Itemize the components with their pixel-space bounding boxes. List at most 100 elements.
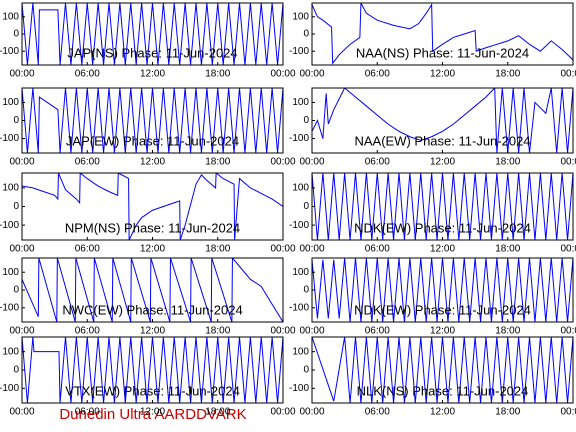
plot-area	[22, 173, 283, 240]
plot-area	[312, 3, 573, 65]
x-tick-label: 06:00	[365, 407, 390, 418]
x-tick-label: 18:00	[205, 244, 230, 255]
panel: -100 0 100 00:00 06:00 12:00 18:00 00:00 NAA(EW)…	[289, 87, 576, 168]
panel-title: NDK(EW) Phase: 11-Jun-2024	[354, 302, 531, 317]
x-tick-label: 00:00	[299, 244, 324, 255]
panel: -100 0 100 00:00 06:00 12:00 18:00 00:00 JAP(EW)…	[0, 87, 296, 168]
x-tick-label: 18:00	[205, 157, 230, 168]
x-tick-label: 00:00	[299, 326, 324, 337]
panel: -100 0 100 00:00 06:00 12:00 18:00 00:00 VTX(EW)…	[0, 336, 296, 418]
x-tick-label: 18:00	[495, 244, 520, 255]
panel-title: NPM(NS) Phase: 11-Jun-2024	[65, 220, 240, 235]
x-tick-label: 18:00	[495, 326, 520, 337]
plot-area	[22, 3, 283, 65]
phase-line	[22, 258, 283, 322]
panel-title: NAA(EW) Phase: 11-Jun-2024	[354, 133, 530, 148]
phase-line	[22, 3, 283, 65]
x-tick-label: 18:00	[495, 69, 520, 80]
panel-title: NDK(EW) Phase: 11-Jun-2024	[354, 220, 531, 235]
footer: Dunedin Ultra AARDDVARK	[59, 406, 246, 423]
x-tick-label: 18:00	[205, 407, 230, 418]
panel: -100 0 100 00:00 06:00 12:00 18:00 00:00 JAP(NS)…	[0, 2, 296, 80]
panel-title: VTX(EW) Phase: 11-Jun-2024	[65, 383, 240, 398]
panel: -100 0 100 00:00 06:00 12:00 18:00 00:00 NPM(NS)…	[0, 172, 296, 255]
x-tick-label: 00:00	[9, 326, 34, 337]
y-tick-label: 100	[292, 267, 309, 278]
y-tick-label: -100	[0, 302, 19, 313]
plot-area	[312, 88, 573, 153]
y-tick-label: 0	[303, 285, 309, 296]
plot-area	[312, 337, 573, 403]
panel-title: NWC(EW) Phase: 11-Jun-2024	[62, 302, 242, 317]
x-tick-label: 00:00	[299, 157, 324, 168]
x-tick-label: 00:00	[299, 407, 324, 418]
phase-line	[22, 173, 283, 240]
x-tick-label: 00:00	[270, 157, 295, 168]
phase-line	[22, 337, 283, 403]
panel-title: JAP(NS) Phase: 11-Jun-2024	[67, 45, 237, 60]
plot-area	[22, 258, 283, 322]
y-tick-label: 100	[2, 346, 19, 357]
panel: -100 0 100 00:00 06:00 12:00 18:00 00:00 NDK(EW)…	[289, 257, 576, 337]
panel-title: JAP(EW) Phase: 11-Jun-2024	[66, 133, 239, 148]
x-tick-label: 00:00	[9, 157, 34, 168]
y-tick-label: -100	[289, 133, 309, 144]
phase-line	[312, 337, 573, 403]
x-tick-label: 06:00	[365, 157, 390, 168]
y-tick-label: 100	[2, 97, 19, 108]
x-tick-label: 12:00	[430, 69, 455, 80]
y-tick-label: 0	[303, 29, 309, 40]
panel: -100 0 100 00:00 06:00 12:00 18:00 00:00 NLK(NS)…	[289, 336, 576, 418]
x-tick-label: 00:00	[9, 69, 34, 80]
y-tick-label: 0	[13, 115, 19, 126]
x-tick-label: 12:00	[430, 157, 455, 168]
y-tick-label: -100	[289, 46, 309, 57]
y-tick-label: 100	[2, 183, 19, 194]
x-tick-label: 18:00	[495, 157, 520, 168]
y-tick-label: -100	[289, 220, 309, 231]
y-tick-label: 0	[303, 201, 309, 212]
y-tick-label: 0	[13, 29, 19, 40]
y-tick-label: -100	[289, 302, 309, 313]
x-tick-label: 00:00	[9, 244, 34, 255]
y-tick-label: 0	[303, 365, 309, 376]
y-tick-label: 100	[292, 183, 309, 194]
y-tick-label: -100	[0, 383, 19, 394]
x-tick-label: 06:00	[365, 69, 390, 80]
y-tick-label: 0	[13, 365, 19, 376]
panel-title: NAA(NS) Phase: 11-Jun-2024	[356, 45, 529, 60]
y-tick-label: 100	[2, 11, 19, 22]
x-tick-label: 06:00	[75, 157, 100, 168]
y-tick-label: 100	[292, 11, 309, 22]
x-tick-label: 00:00	[560, 407, 576, 418]
x-tick-label: 00:00	[560, 69, 576, 80]
x-tick-label: 18:00	[205, 326, 230, 337]
x-tick-label: 12:00	[140, 407, 165, 418]
plot-area	[22, 337, 283, 403]
x-tick-label: 12:00	[140, 326, 165, 337]
y-tick-label: 0	[303, 115, 309, 126]
x-tick-label: 12:00	[140, 69, 165, 80]
x-tick-label: 06:00	[365, 326, 390, 337]
x-tick-label: 00:00	[270, 69, 295, 80]
x-tick-label: 00:00	[270, 407, 295, 418]
phase-line	[22, 88, 283, 153]
y-tick-label: -100	[0, 220, 19, 231]
x-tick-label: 06:00	[365, 244, 390, 255]
x-tick-label: 00:00	[560, 157, 576, 168]
x-tick-label: 12:00	[140, 244, 165, 255]
x-tick-label: 06:00	[75, 407, 100, 418]
x-tick-label: 06:00	[75, 326, 100, 337]
x-tick-label: 00:00	[299, 69, 324, 80]
panel: -100 0 100 00:00 06:00 12:00 18:00 00:00 NDK(EW)…	[289, 172, 576, 255]
x-tick-label: 00:00	[9, 407, 34, 418]
y-tick-label: 100	[2, 267, 19, 278]
x-tick-label: 12:00	[430, 326, 455, 337]
phase-line	[312, 3, 573, 65]
panel-title: NLK(NS) Phase: 11-Jun-2024	[357, 383, 529, 398]
x-tick-label: 00:00	[270, 244, 295, 255]
x-tick-label: 06:00	[75, 244, 100, 255]
y-tick-label: 100	[292, 97, 309, 108]
